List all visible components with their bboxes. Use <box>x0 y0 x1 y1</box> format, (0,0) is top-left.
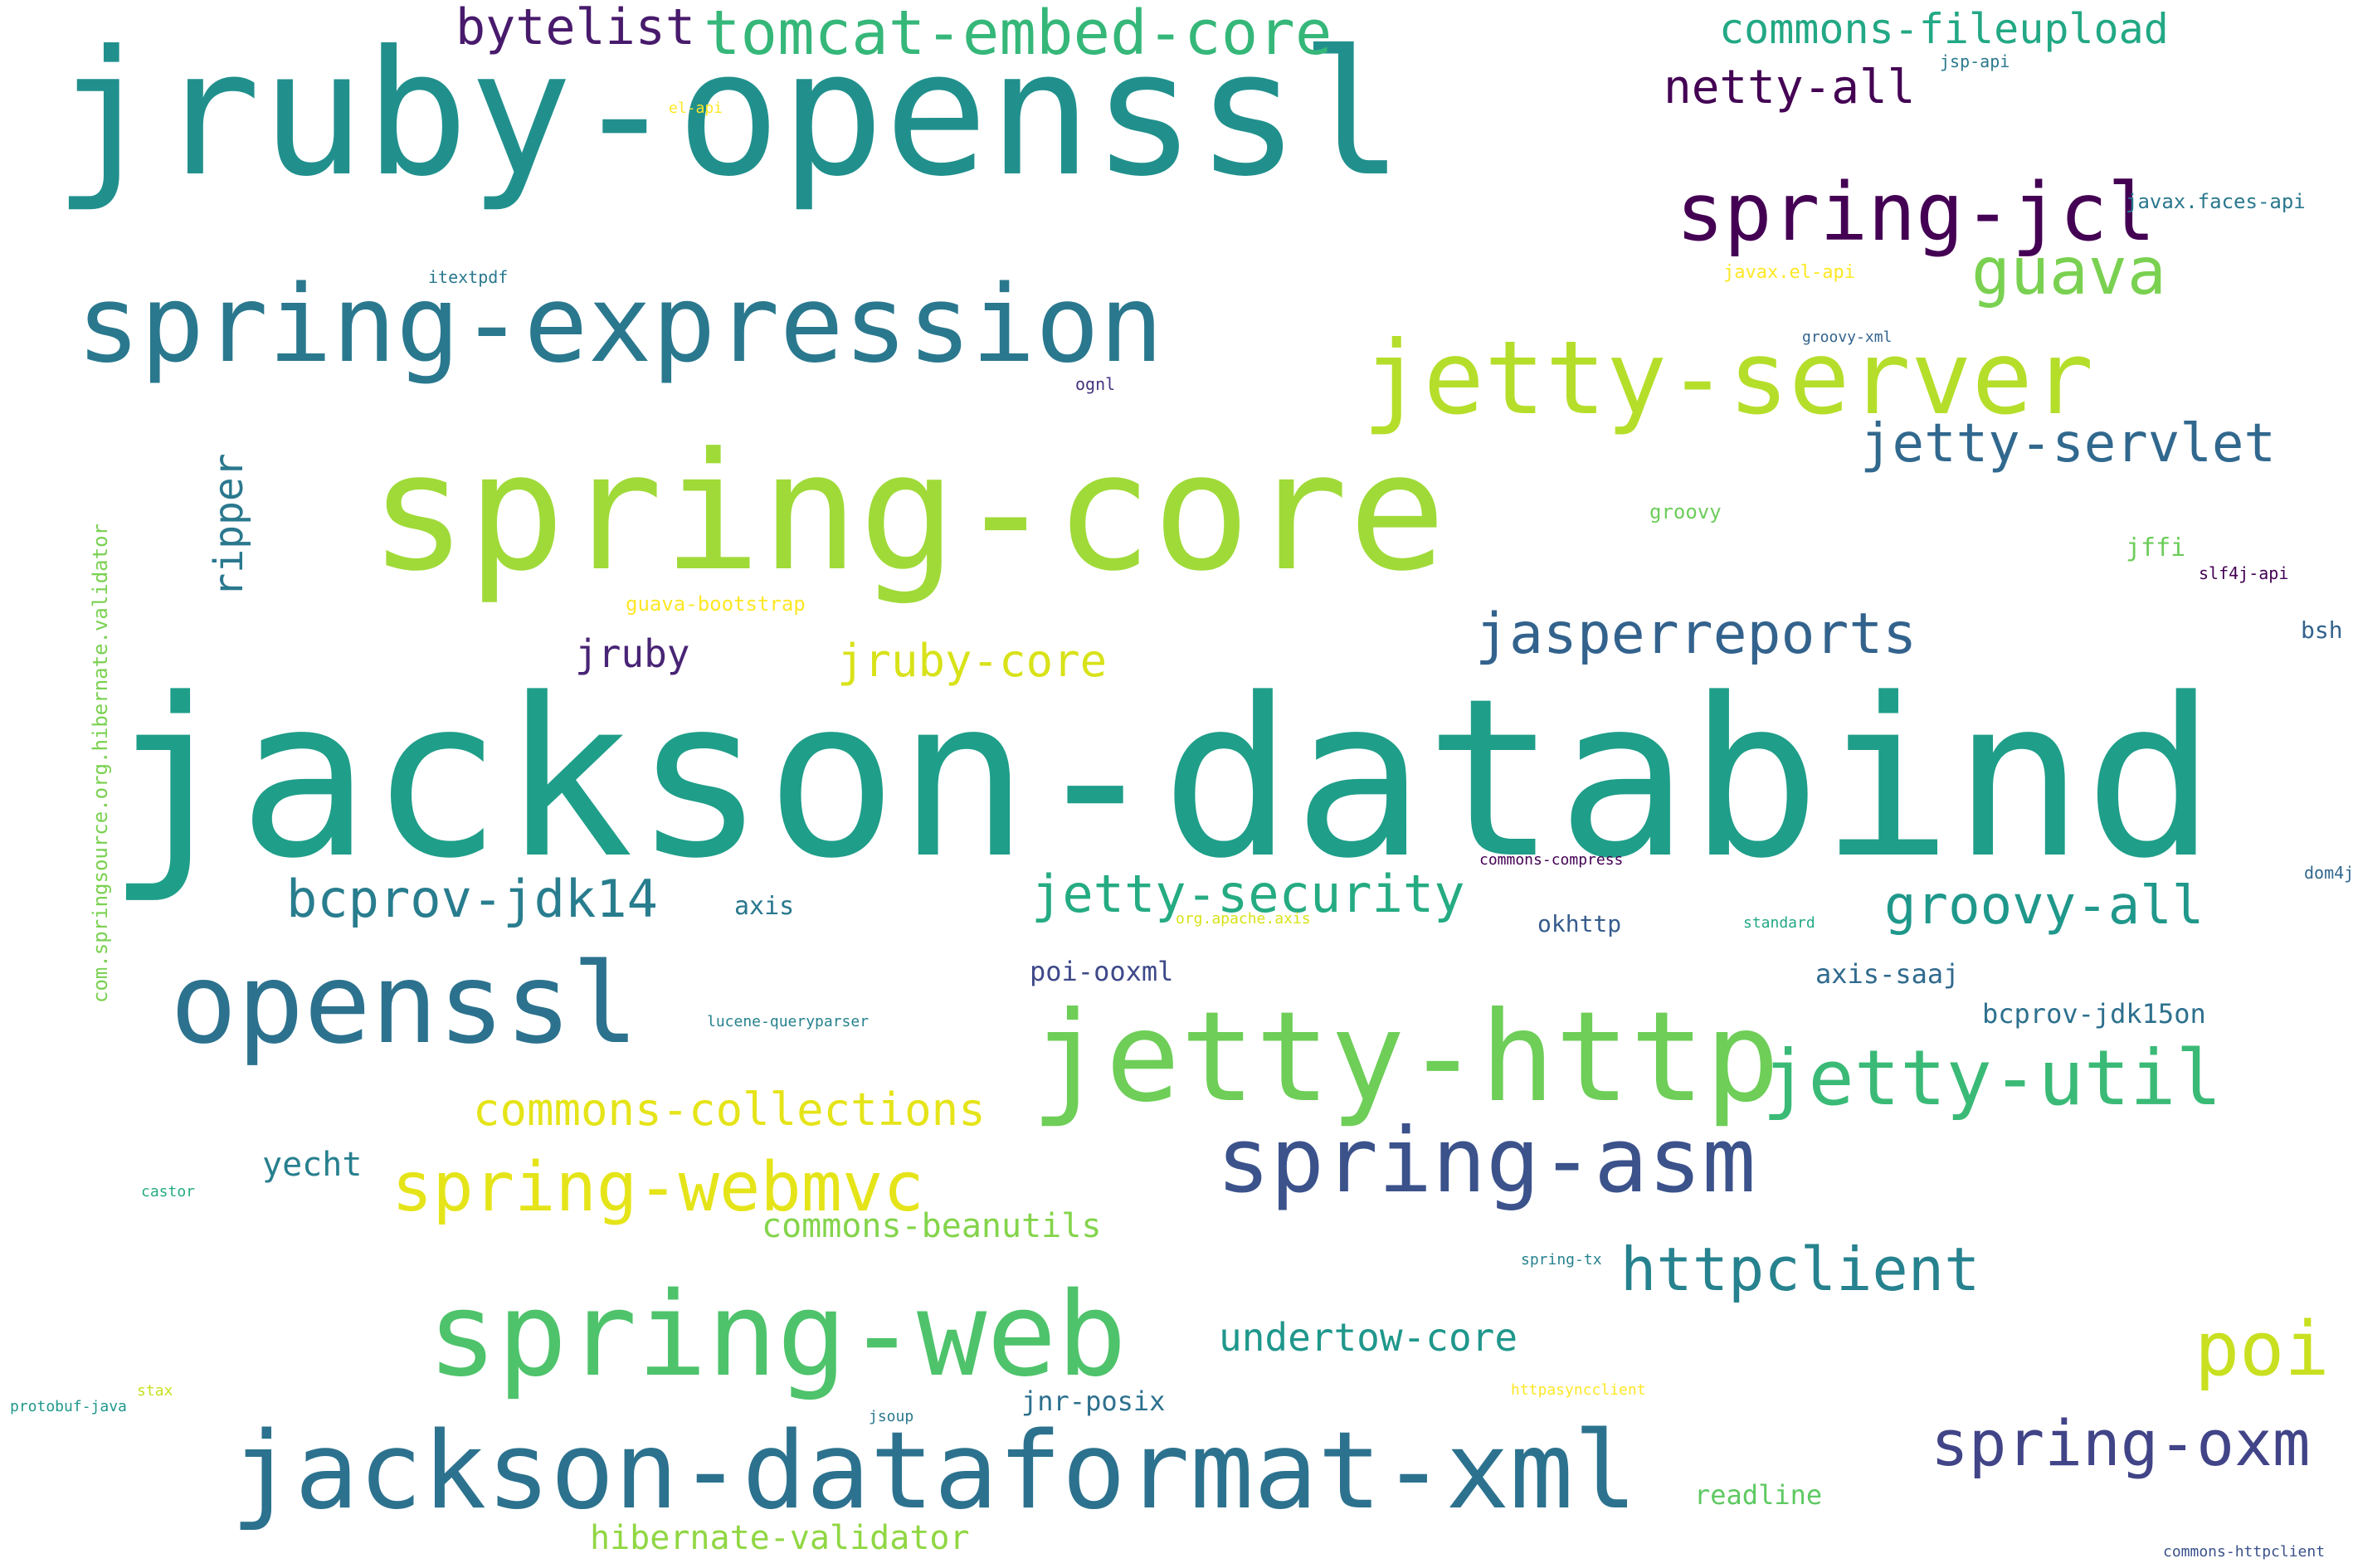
word-bcprov-jdk15on: bcprov-jdk15on <box>1982 998 2206 1030</box>
word-httpasyncclient: httpasyncclient <box>1511 1381 1646 1399</box>
word-standard: standard <box>1743 914 1815 932</box>
word-jackson-dataformat-xml: jackson-dataformat-xml <box>231 1410 1638 1533</box>
word-javax-faces-api: javax.faces-api <box>2126 190 2306 213</box>
word-spring-core: spring-core <box>369 418 1447 607</box>
word-jetty-security: jetty-security <box>1031 864 1465 924</box>
word-hibernate-validator: hibernate-validator <box>590 1519 970 1557</box>
word-undertow-core: undertow-core <box>1219 1315 1518 1360</box>
word-jsp-api: jsp-api <box>1940 51 2010 71</box>
word-spring-oxm: spring-oxm <box>1931 1406 2311 1480</box>
word-guava: guava <box>1971 235 2166 309</box>
word-spring-asm: spring-asm <box>1216 1109 1756 1213</box>
word-spring-webmvc: spring-webmvc <box>392 1148 924 1227</box>
word-jruby-core: jruby-core <box>837 635 1108 687</box>
word-commons-fileupload: commons-fileupload <box>1719 5 2169 53</box>
word-commons-httpclient: commons-httpclient <box>2163 1543 2326 1561</box>
word-protobuf-java: protobuf-java <box>10 1398 127 1415</box>
word-jetty-util: jetty-util <box>1762 1034 2222 1122</box>
word-org-apache-axis: org.apache.axis <box>1176 910 1311 928</box>
word-openssl: openssl <box>170 939 639 1069</box>
word-jsoup: jsoup <box>869 1408 914 1425</box>
word-tomcat-embed-core: tomcat-embed-core <box>704 0 1332 69</box>
word-commons-collections: commons-collections <box>473 1083 986 1136</box>
word-axis: axis <box>734 892 795 921</box>
word-yecht: yecht <box>262 1146 363 1184</box>
word-com-springsource-org-hibernate-validator: com.springsource.org.hibernate.validator <box>89 523 112 1003</box>
word-lucene-queryparser: lucene-queryparser <box>707 1013 870 1030</box>
word-poi: poi <box>2195 1306 2330 1393</box>
word-bytelist: bytelist <box>455 0 695 56</box>
word-javax-el-api: javax.el-api <box>1723 262 1855 283</box>
word-httpclient: httpclient <box>1620 1234 1980 1304</box>
word-netty-all: netty-all <box>1664 61 1916 114</box>
word-jackson-databind: jackson-databind <box>106 652 2217 907</box>
word-jnr-posix: jnr-posix <box>1021 1385 1166 1417</box>
word-jetty-server: jetty-server <box>1362 319 2094 437</box>
word-spring-tx: spring-tx <box>1521 1251 1602 1269</box>
word-spring-web: spring-web <box>427 1268 1127 1403</box>
word-slf4j-api: slf4j-api <box>2199 563 2289 583</box>
word-stax: stax <box>137 1382 173 1400</box>
word-bsh: bsh <box>2301 616 2343 644</box>
word-okhttp: okhttp <box>1537 910 1622 937</box>
word-readline: readline <box>1694 1479 1823 1511</box>
word-jruby: jruby <box>575 631 690 676</box>
word-groovy-xml: groovy-xml <box>1802 329 1893 346</box>
word-jasperreports: jasperreports <box>1475 601 1917 667</box>
word-commons-compress: commons-compress <box>1479 851 1624 869</box>
word-jruby-openssl: jruby-openssl <box>53 14 1404 215</box>
word-axis-saaj: axis-saaj <box>1815 958 1960 990</box>
word-itextpdf: itextpdf <box>428 267 509 287</box>
word-guava-bootstrap: guava-bootstrap <box>626 592 806 616</box>
word-poi-ooxml: poi-ooxml <box>1030 956 1174 987</box>
word-ognl: ognl <box>1075 374 1116 394</box>
word-groovy: groovy <box>1649 500 1722 523</box>
word-el-api: el-api <box>669 100 723 117</box>
word-ripper: ripper <box>206 453 252 597</box>
word-jffi: jffi <box>2126 533 2186 562</box>
word-spring-jcl: spring-jcl <box>1676 166 2156 259</box>
word-dom4j: dom4j <box>2304 863 2353 883</box>
word-bcprov-jdk14: bcprov-jdk14 <box>286 869 658 929</box>
word-jetty-servlet: jetty-servlet <box>1860 413 2276 475</box>
word-jetty-http: jetty-http <box>1030 986 1781 1130</box>
word-groovy-all: groovy-all <box>1884 875 2204 937</box>
word-commons-beanutils: commons-beanutils <box>762 1207 1102 1245</box>
word-castor: castor <box>141 1183 196 1200</box>
word-spring-expression: spring-expression <box>76 263 1164 387</box>
